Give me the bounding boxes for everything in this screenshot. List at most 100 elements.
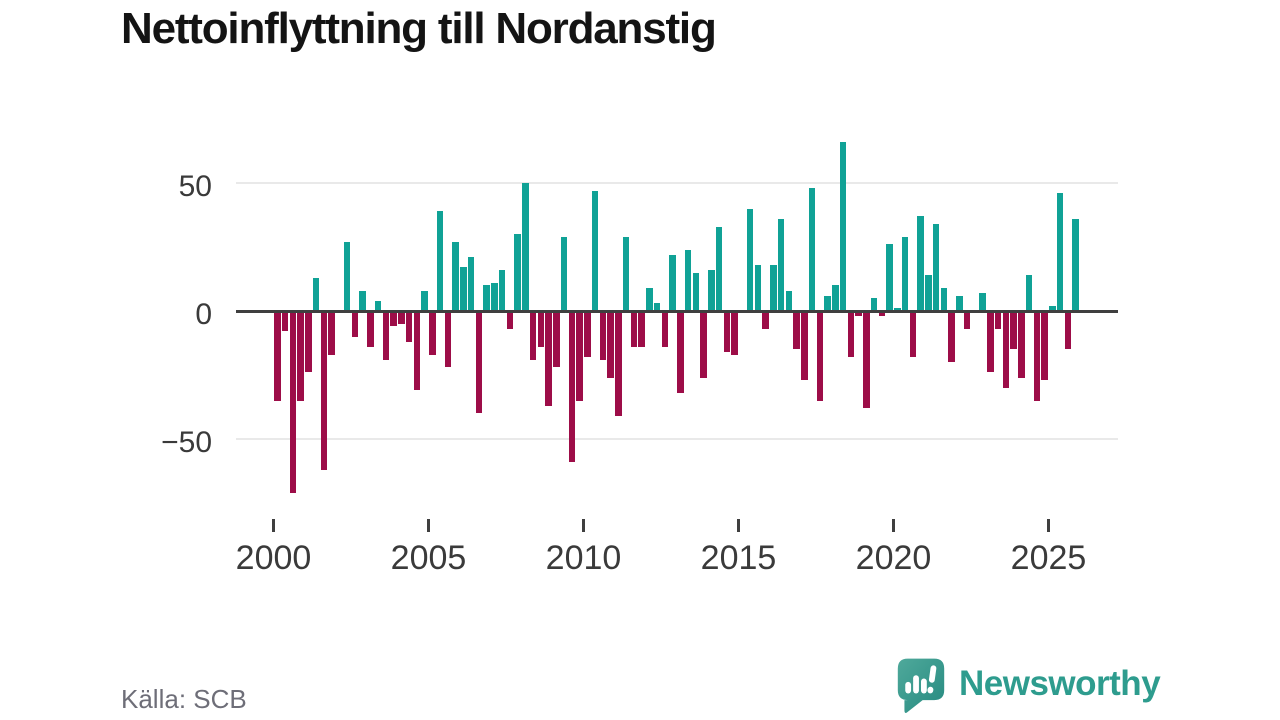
bar-2020q1 [894,308,901,311]
bar-2025q1 [1049,305,1056,311]
bar-2024q4 [1041,311,1048,381]
newsworthy-logo: Newsworthy [896,657,1161,715]
bar-2023q1 [987,311,994,373]
bar-2000q4 [297,311,304,401]
bar-2007q1 [491,282,498,311]
bar-2009q4 [576,311,583,401]
bar-2004q4 [421,290,428,311]
bar-2011q2 [622,236,630,311]
bar-2017q3 [816,311,824,401]
bar-2004q2 [405,311,413,342]
bar-2025q2 [1056,193,1064,311]
bar-2014q2 [715,226,723,311]
bar-2010q4 [607,311,614,378]
bar-2021q3 [940,287,948,311]
bar-2008q4 [545,311,552,406]
bar-2014q1 [708,270,715,311]
y-tick-label--50: −50 [161,426,212,459]
bar-2007q3 [506,311,514,329]
bar-2007q4 [514,234,521,311]
bar-2018q4 [855,311,862,317]
bar-2019q1 [863,311,870,409]
chart-title: Nettoinflyttning till Nordanstig [121,4,717,53]
bar-2013q3 [692,272,700,311]
bar-2022q1 [956,295,963,311]
bar-2008q1 [522,183,529,311]
bar-2008q3 [537,311,545,347]
bar-2009q1 [553,311,560,368]
bar-2010q1 [584,311,591,358]
bar-2025q3 [1064,311,1072,350]
bar-2009q3 [568,311,576,463]
bar-2021q1 [925,275,932,311]
bar-2006q3 [475,311,483,414]
bar-2023q4 [1010,311,1017,350]
bar-2017q1 [801,311,808,381]
bar-2010q3 [599,311,607,360]
bar-2016q3 [785,290,793,311]
bar-2005q1 [429,311,436,355]
bar-2006q4 [483,285,490,311]
bar-2010q2 [591,190,599,311]
bar-2002q3 [351,311,359,337]
bar-2015q3 [754,264,762,311]
bar-2003q4 [390,311,397,327]
bar-2006q2 [467,257,475,311]
x-tick-label-2025: 2025 [1010,539,1087,577]
bar-2014q3 [723,311,731,352]
x-tick-label-2005: 2005 [390,539,467,577]
source-note: Källa: SCB [121,684,247,714]
bar-2016q1 [770,264,777,311]
bar-2005q4 [452,241,459,311]
bar-2022q4 [979,293,986,311]
bar-2000q2 [281,311,289,332]
bar-2013q4 [700,311,707,378]
bar-2018q3 [847,311,855,358]
x-tick-2005 [427,519,430,532]
x-axis-zero-line [236,310,1118,313]
bar-2012q2 [653,303,661,311]
x-tick-2020 [892,519,895,532]
bar-2011q3 [630,311,638,347]
bar-2017q2 [808,188,816,311]
bar-2022q2 [963,311,971,329]
newsworthy-wordmark: Newsworthy [959,663,1161,703]
bar-2008q2 [529,311,537,360]
y-gridline--50 [236,438,1118,440]
bar-2024q1 [1018,311,1025,378]
newsworthy-bubble-chart-icon [896,657,946,715]
bar-2011q1 [615,311,622,416]
bar-2018q1 [832,285,839,311]
bar-2004q1 [398,311,405,324]
bar-2015q2 [746,208,754,311]
bar-2015q4 [762,311,769,329]
bar-2023q2 [994,311,1002,329]
bar-2011q4 [638,311,645,347]
y-gridline-50 [236,182,1118,184]
bar-2024q3 [1033,311,1041,401]
bar-2005q2 [436,211,444,311]
bar-2002q4 [359,290,366,311]
bar-2013q2 [684,249,692,311]
bar-2021q4 [948,311,955,363]
bar-2020q2 [901,236,909,311]
bar-2005q3 [444,311,452,368]
bar-2000q3 [289,311,297,493]
bar-2012q1 [646,287,653,311]
y-tick-label-0: 0 [195,298,212,331]
x-tick-2015 [737,519,740,532]
bar-2020q4 [917,216,924,311]
bar-2019q4 [886,244,893,311]
bar-2002q2 [343,241,351,311]
bar-2007q2 [498,270,506,311]
x-tick-label-2015: 2015 [700,539,777,577]
bar-2003q1 [367,311,374,347]
bar-2012q4 [669,254,676,311]
bar-2001q4 [328,311,335,355]
x-tick-2000 [272,519,275,532]
x-tick-2010 [582,519,585,532]
bar-2013q1 [677,311,684,393]
bar-2012q3 [661,311,669,347]
bar-2024q2 [1025,275,1033,311]
